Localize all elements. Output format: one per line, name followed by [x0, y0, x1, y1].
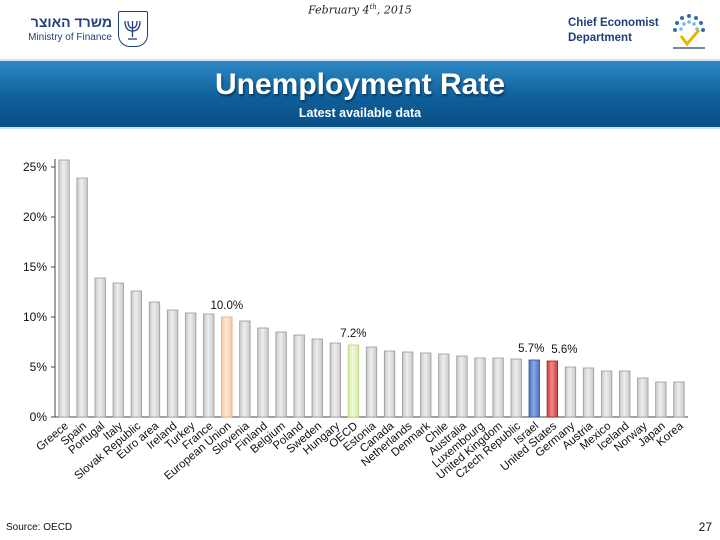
- y-tick-label: 0%: [30, 410, 48, 424]
- bar-oecd: [347, 344, 360, 418]
- bar-germany: [564, 366, 577, 418]
- bar-united-kingdom: [492, 357, 504, 418]
- bar-estonia: [365, 346, 378, 418]
- bar-luxembourg: [474, 357, 486, 418]
- bar-belgium: [275, 331, 287, 418]
- y-tick-label: 5%: [30, 360, 48, 374]
- chart-subtitle: Latest available data: [298, 106, 422, 120]
- chart-title: Unemployment Rate: [214, 68, 506, 101]
- bar-slovenia: [239, 320, 251, 418]
- header: February 4th, 2015 משרד האוצר Ministry o…: [0, 0, 720, 58]
- bar-spain: [76, 177, 88, 418]
- bar-iceland: [619, 370, 631, 418]
- data-label: 5.7%: [518, 343, 544, 355]
- bar-japan: [655, 381, 667, 418]
- bar-mexico: [600, 370, 613, 418]
- bar-euro-area: [148, 301, 161, 418]
- department-name: Chief Economist Department: [568, 17, 659, 44]
- bar-norway: [637, 377, 649, 418]
- bar-denmark: [420, 352, 432, 418]
- bar-turkey: [184, 312, 197, 418]
- source-note: Source: OECD: [6, 522, 73, 533]
- bar-france: [203, 313, 215, 418]
- bar-united-states: [546, 360, 559, 418]
- data-label: 10.0%: [211, 300, 244, 312]
- bar-portugal: [94, 277, 106, 418]
- ministry-logo-text: משרד האוצר Ministry of Finance: [12, 14, 112, 43]
- bar-australia: [456, 355, 468, 418]
- page-number: 27: [698, 520, 712, 534]
- bar-chile: [438, 353, 450, 418]
- bar-poland: [293, 334, 305, 418]
- bar-korea: [673, 381, 685, 418]
- bar-ireland: [166, 309, 179, 418]
- bar-czech-republic: [510, 358, 522, 418]
- bar-greece: [58, 159, 70, 418]
- bar-chart: 0%5%10%15%20%25%GreeceSpainPortugalItaly…: [23, 159, 688, 483]
- bar-italy: [112, 282, 124, 418]
- department-logo-icon: [673, 14, 705, 49]
- date-label: February 4th, 2015: [308, 3, 412, 17]
- state-emblem-icon: [118, 11, 148, 47]
- ministry-name-english: Ministry of Finance: [28, 32, 112, 43]
- bar-slovak-republic: [130, 290, 143, 418]
- data-label: 5.6%: [551, 344, 577, 356]
- bar-hungary: [329, 342, 341, 418]
- bar-european-union: [221, 316, 233, 418]
- y-tick-label: 10%: [23, 310, 47, 324]
- ministry-name-hebrew: משרד האוצר: [30, 14, 112, 30]
- data-label: 7.2%: [340, 328, 366, 340]
- bar-finland: [257, 327, 269, 418]
- y-tick-label: 15%: [23, 260, 47, 274]
- bar-sweden: [311, 338, 323, 418]
- bar-netherlands: [402, 351, 414, 418]
- title-band: [0, 59, 720, 129]
- y-tick-label: 20%: [23, 210, 47, 224]
- bar-canada: [383, 350, 396, 418]
- y-tick-label: 25%: [23, 160, 47, 174]
- bar-austria: [582, 367, 595, 418]
- bar-israel: [528, 359, 540, 418]
